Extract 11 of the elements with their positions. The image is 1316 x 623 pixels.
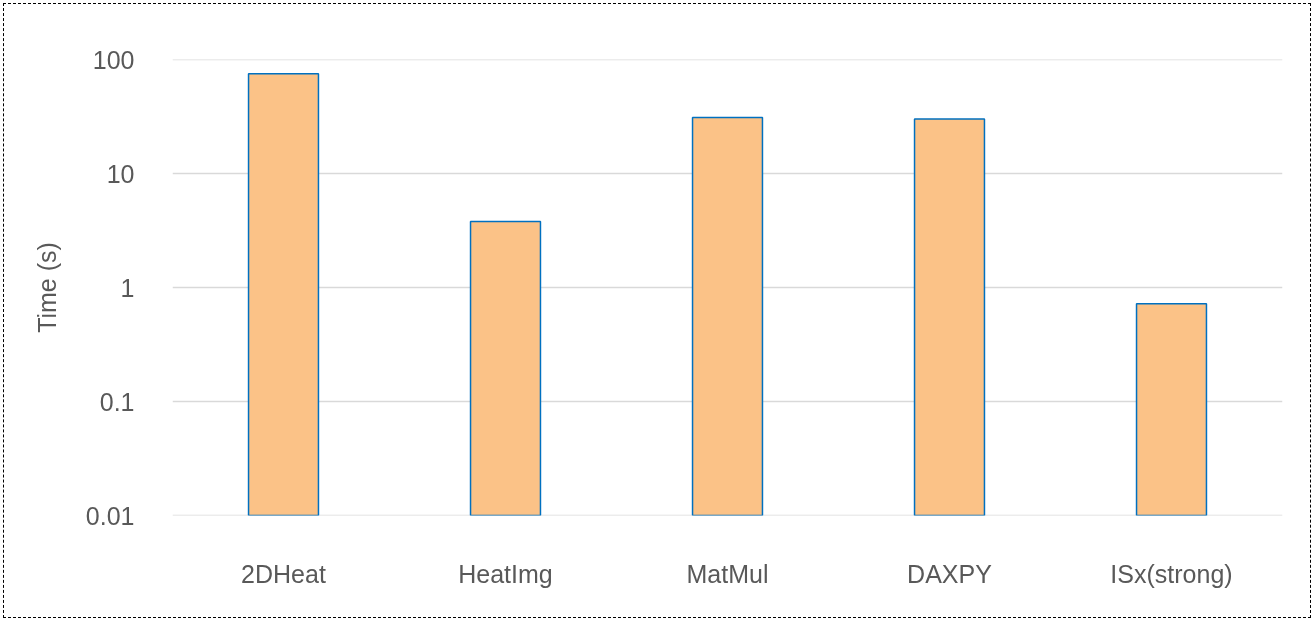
x-tick-label: DAXPY xyxy=(907,559,993,588)
x-tick-label: MatMul xyxy=(686,559,769,588)
x-tick-label: HeatImg xyxy=(458,559,553,588)
y-axis-title: Time (s) xyxy=(32,242,61,333)
y-tick-label: 0.1 xyxy=(99,387,135,416)
x-tick-label: 2DHeat xyxy=(241,559,326,588)
y-tick-label: 10 xyxy=(106,159,135,188)
y-tick-label: 0.01 xyxy=(85,501,135,530)
y-tick-label: 100 xyxy=(92,45,135,74)
x-tick-label: ISx(strong) xyxy=(1110,559,1233,588)
y-tick-label: 1 xyxy=(120,273,135,302)
